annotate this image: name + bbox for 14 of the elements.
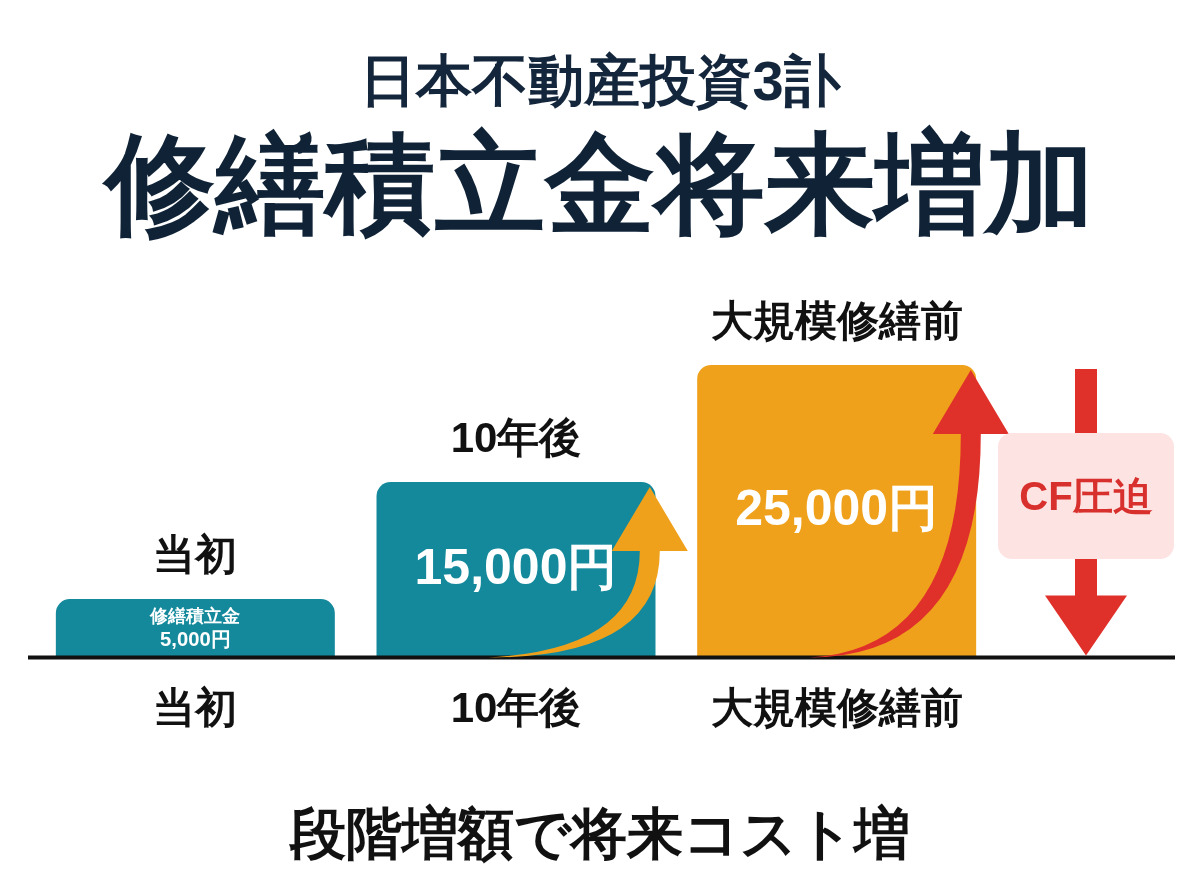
data-label: 5,000円 (160, 627, 231, 650)
data-label: 25,000円 (735, 480, 939, 537)
category-label: 大規模修繕前 (710, 296, 963, 344)
category-label: 当初 (153, 530, 238, 578)
data-label: 15,000円 (414, 538, 618, 595)
x-tick-label: 当初 (153, 684, 238, 732)
chart-title: 日本不動産投資3訃 (360, 49, 842, 113)
annotation: CF圧迫 (1019, 472, 1153, 520)
annotation: 修繕積立金 (149, 605, 241, 626)
x-tick-label: 10年後 (450, 684, 582, 732)
text: 段階増額で将来コスト増 (288, 802, 910, 866)
x-tick-label: 大規模修繕前 (710, 684, 963, 732)
category-label: 10年後 (450, 413, 582, 461)
chart-subtitle: 修繕積立金将来増加 (101, 122, 1095, 246)
